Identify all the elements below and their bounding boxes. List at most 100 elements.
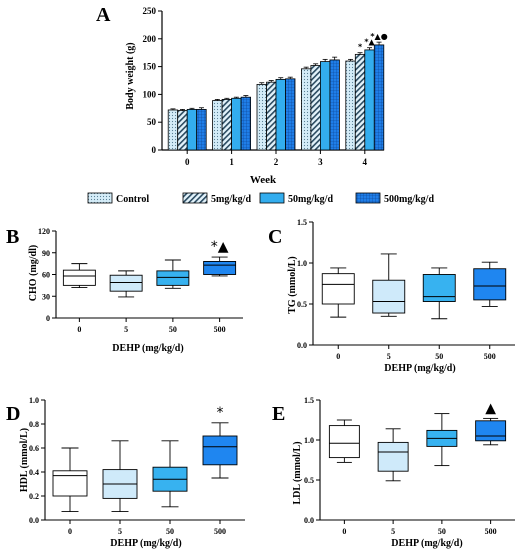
panel-a-x-axis-label: Week: [250, 174, 277, 186]
panel-label-c: C: [268, 226, 282, 248]
panel-a-significance-mark: *▲: [364, 38, 375, 47]
panel-a-bar: [354, 53, 366, 151]
panel-d-hdl-boxplot: HDL (mmol/L) DEHP (mg/kg/d) 0.0 0.2 0.4 0.6…: [19, 396, 245, 549]
panel-e-x-axis-label: DEHP (mg/kg/d): [391, 538, 462, 549]
panel-e-box: [475, 420, 507, 442]
panel-b-y-tick-label: 120: [38, 227, 50, 236]
panel-b-y-axis-label: CHO (mg/dl): [28, 245, 39, 301]
panel-a-bar: [275, 78, 286, 151]
panel-d-y-tick-label: 0.0: [29, 516, 39, 525]
panel-d-y-axis-label: HDL (mmol/L): [19, 428, 30, 492]
panel-b-x-tick-label: 0: [77, 325, 81, 334]
panel-d-x-axis-label: DEHP (mg/kg/d): [110, 538, 181, 549]
panel-a-bar: [221, 99, 233, 151]
panel-a-x-tick-label: 1: [229, 157, 234, 167]
panel-a-bar: [300, 68, 312, 151]
panel-a-bar: [177, 110, 188, 151]
panel-b-cho-boxplot: CHO (mg/dl) DEHP (mg/kg/d) 0 30 60 90 120 0 5 5…: [28, 227, 243, 354]
panel-b-significance-mark: *▲: [211, 239, 229, 255]
panel-b-box: [156, 270, 190, 286]
panel-a-bar: [212, 100, 223, 151]
panel-c-box: [321, 273, 355, 305]
panel-b-y-tick-label: 30: [42, 292, 50, 301]
panel-d-y-tick-label: 0.6: [29, 444, 39, 453]
panel-b-x-tick-label: 50: [169, 325, 177, 334]
panel-a-significance-mark: *▲●: [370, 32, 387, 41]
panel-a-bar: [266, 81, 277, 151]
panel-e-ldl-boxplot: LDL (mmol/L) DEHP (mg/kg/d) 0.0 0.5 1.0 1.5…: [292, 396, 515, 549]
panel-c-box: [422, 274, 456, 302]
panel-a-bar: [285, 78, 296, 151]
panel-a-y-tick-label: 200: [143, 34, 157, 44]
panel-a-bar: [373, 44, 385, 151]
panel-e-x-tick-label: 500: [485, 527, 497, 536]
panel-d-x-tick-label: 500: [214, 527, 226, 536]
panel-c-x-tick-label: 500: [484, 352, 496, 361]
legend-swatch: [355, 192, 381, 204]
panel-a-x-tick-label: 0: [185, 157, 190, 167]
legend-swatch: [87, 192, 113, 204]
panel-d-y-tick-label: 0.4: [29, 468, 39, 477]
panel-c-tg-boxplot: TG (mmol/L) DEHP (mg/kg/d) 0.0 0.5 1.0 1.5 0…: [287, 218, 515, 374]
legend-label: 5mg/kg/d: [211, 194, 251, 205]
panel-a-x-tick-label: 3: [318, 157, 323, 167]
panel-b-y-tick-label: 0: [46, 314, 50, 323]
panel-a-bar: [345, 60, 356, 151]
panel-a-bar: [196, 109, 207, 151]
panel-b-y-tick-label: 90: [42, 249, 50, 258]
panel-d-x-tick-label: 5: [118, 527, 122, 536]
panel-a-bar: [310, 65, 321, 151]
panel-a-y-tick-label: 250: [143, 6, 157, 16]
panel-a-x-tick-label: 2: [274, 157, 279, 167]
panel-c-box: [372, 279, 406, 314]
panel-c-box: [473, 268, 507, 301]
panel-label-b: B: [6, 226, 19, 248]
panel-b-box: [62, 269, 96, 286]
panel-a-bar: [231, 97, 242, 151]
panel-e-x-tick-label: 0: [342, 527, 346, 536]
panel-e-x-tick-label: 50: [438, 527, 446, 536]
panel-a-x-tick-label: 4: [363, 157, 368, 167]
legend-label: 500mg/kg/d: [384, 194, 434, 205]
panel-a-y-tick-label: 150: [143, 62, 157, 72]
panel-d-box: [202, 435, 238, 466]
panel-c-x-tick-label: 0: [336, 352, 340, 361]
panel-e-box: [328, 425, 360, 459]
panel-d-y-tick-label: 0.2: [29, 492, 39, 501]
panel-a-bar: [329, 59, 340, 151]
panel-e-y-tick-label: 0.5: [304, 476, 314, 485]
panel-c-y-tick-label: 1.5: [297, 218, 307, 227]
panel-a-y-tick-label: 100: [143, 89, 157, 99]
panel-a-y-axis-label: Body weight (g): [125, 42, 136, 109]
panel-label-d: D: [6, 403, 20, 425]
panel-e-significance-mark: ▲: [485, 400, 496, 416]
panel-e-y-tick-label: 1.5: [304, 396, 314, 405]
panel-c-y-tick-label: 0.0: [297, 341, 307, 350]
panel-a-bar: [240, 96, 252, 151]
panel-e-y-tick-label: 1.0: [304, 436, 314, 445]
panel-c-x-tick-label: 5: [387, 352, 391, 361]
panel-c-y-axis-label: TG (mmol/L): [287, 256, 298, 314]
panel-c-y-tick-label: 1.0: [297, 259, 307, 268]
panel-d-y-tick-label: 1.0: [29, 396, 39, 405]
panel-a-body-weight-chart: Body weight (g) Week 0 50 100 150 200 250 0 1 2 3…: [87, 6, 434, 205]
panel-e-x-tick-label: 5: [391, 527, 395, 536]
panel-b-box: [203, 261, 237, 275]
panel-e-y-tick-label: 0.0: [304, 516, 314, 525]
panel-b-x-tick-label: 500: [214, 325, 226, 334]
panel-a-bar: [186, 109, 198, 151]
panel-a-significance-mark: *: [358, 43, 363, 52]
panel-a-bar: [167, 109, 179, 151]
panel-d-significance-mark: *: [217, 405, 224, 421]
panel-a-bar: [319, 61, 331, 151]
panel-b-x-tick-label: 5: [124, 325, 128, 334]
panel-c-x-axis-label: DEHP (mg/kg/d): [384, 363, 455, 374]
panel-a-bar: [364, 49, 375, 151]
panel-a-bar: [256, 83, 267, 151]
panel-d-box: [52, 470, 88, 497]
panel-label-a: A: [96, 4, 111, 26]
panel-label-e: E: [272, 403, 285, 425]
legend-label: Control: [116, 194, 149, 205]
legend-label: 50mg/kg/d: [288, 194, 333, 205]
